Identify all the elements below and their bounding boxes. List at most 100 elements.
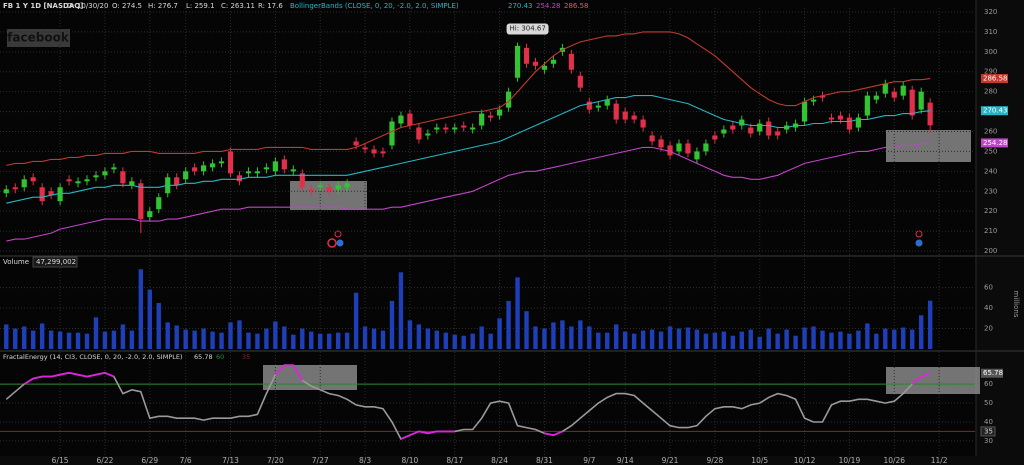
candle-body [694, 151, 700, 160]
level-axis-label: 35 [984, 427, 993, 435]
volume-bar [712, 332, 718, 349]
y-tick-label: 30 [984, 437, 993, 445]
volume-bar [22, 326, 27, 349]
candle-body [649, 135, 655, 142]
candle-body [909, 89, 915, 116]
earnings-icon[interactable] [915, 230, 923, 238]
dividend-icon[interactable] [915, 239, 923, 247]
volume-bar [165, 322, 170, 349]
volume-bar [874, 333, 879, 349]
volume-bar [479, 326, 484, 349]
candle-body [577, 75, 583, 88]
panel-title: FractalEnergy (14, CI3, CLOSE, 0, 20, -2… [3, 353, 183, 361]
x-tick-label: 10/26 [883, 456, 905, 465]
candle-body [470, 127, 476, 130]
volume-bar [309, 331, 314, 349]
dividend-icon[interactable] [336, 239, 344, 247]
candle-body [371, 149, 377, 154]
y-tick-label: 60 [984, 284, 993, 292]
indicator-highlight [409, 430, 420, 437]
candle-body [156, 197, 162, 210]
study-name[interactable]: BollingerBands (CLOSE, 0, 20, -2.0, 2.0,… [290, 2, 459, 10]
volume-bar [318, 333, 323, 349]
candle-body [245, 171, 252, 174]
candle-body [317, 185, 323, 188]
candle-body [111, 167, 117, 170]
candle-body [452, 127, 458, 130]
candle-body [631, 115, 637, 120]
candle-body [497, 109, 503, 116]
volume-bar [255, 333, 260, 349]
candle-body [407, 113, 413, 126]
volume-bar [219, 332, 224, 349]
y-tick-label: 290 [984, 68, 997, 76]
indicator-highlight [50, 373, 61, 378]
volume-bar [569, 326, 574, 349]
candle-body [84, 179, 90, 182]
y-tick-label: 320 [984, 8, 997, 16]
volume-bar [39, 323, 45, 349]
candle-body [927, 102, 933, 126]
candle-body [93, 175, 99, 178]
volume-bar [237, 320, 242, 349]
band-line [6, 142, 931, 242]
candle-body [658, 139, 664, 148]
candle-body [864, 95, 870, 116]
volume-bar [739, 331, 744, 349]
drawing-box[interactable] [263, 365, 357, 390]
price-label: 254.28 [983, 139, 1008, 147]
volume-bar [407, 320, 413, 349]
candle-body [479, 113, 485, 126]
candle-body [209, 163, 216, 168]
indicator-highlight [418, 430, 429, 435]
volume-bar [416, 324, 422, 349]
indicator-highlight [23, 377, 34, 385]
candle-body [873, 95, 879, 100]
volume-bar [775, 333, 780, 349]
y-tick-label: 20 [984, 325, 993, 333]
volume-bar [264, 328, 269, 349]
volume-bar [542, 328, 547, 349]
volume-bar [129, 330, 135, 349]
x-tick-label: 9/21 [662, 456, 679, 465]
study-value: 270.43 [508, 2, 533, 10]
symbol[interactable]: FB 1 Y 1D [NASDAQ] [3, 2, 83, 10]
volume-bar [344, 332, 350, 349]
candle-body [290, 169, 296, 172]
price-label-box [981, 106, 1008, 116]
y-tick-label: 220 [984, 207, 997, 215]
candle-body [389, 121, 395, 146]
price-label: 286.58 [983, 75, 1008, 83]
chart-layer: 2002102202302402502602702802903003103202… [0, 8, 1020, 465]
plot-area [0, 0, 976, 456]
candle-body [236, 175, 243, 182]
earnings-icon[interactable] [327, 238, 337, 248]
candle-body [613, 103, 619, 120]
volume-bar [13, 328, 18, 349]
candle-body [685, 143, 691, 154]
band-line [6, 31, 931, 166]
volume-bar [685, 327, 691, 349]
candle-body [514, 45, 521, 78]
volume-bar [560, 320, 565, 349]
candle-body [21, 179, 27, 188]
candle-body [48, 191, 54, 196]
x-tick-label: 9/28 [706, 456, 723, 465]
indicator-highlight [292, 364, 304, 381]
volume-bar [676, 328, 682, 349]
y-tick-label: 310 [984, 28, 997, 36]
low: L: 259.1 [186, 2, 215, 10]
candle-body [120, 171, 126, 184]
annotation-box [506, 23, 549, 35]
high: H: 276.7 [148, 2, 178, 10]
volume-bar [398, 272, 404, 349]
x-tick-label: 10/5 [751, 456, 768, 465]
drawing-box[interactable] [886, 367, 980, 394]
volume-bar [75, 332, 81, 349]
volume-bar [631, 333, 637, 349]
volume-bar [847, 333, 852, 349]
candle-body [900, 85, 906, 96]
band-line [6, 95, 931, 204]
earnings-icon[interactable] [334, 230, 342, 238]
x-tick-label: 9/14 [617, 456, 634, 465]
